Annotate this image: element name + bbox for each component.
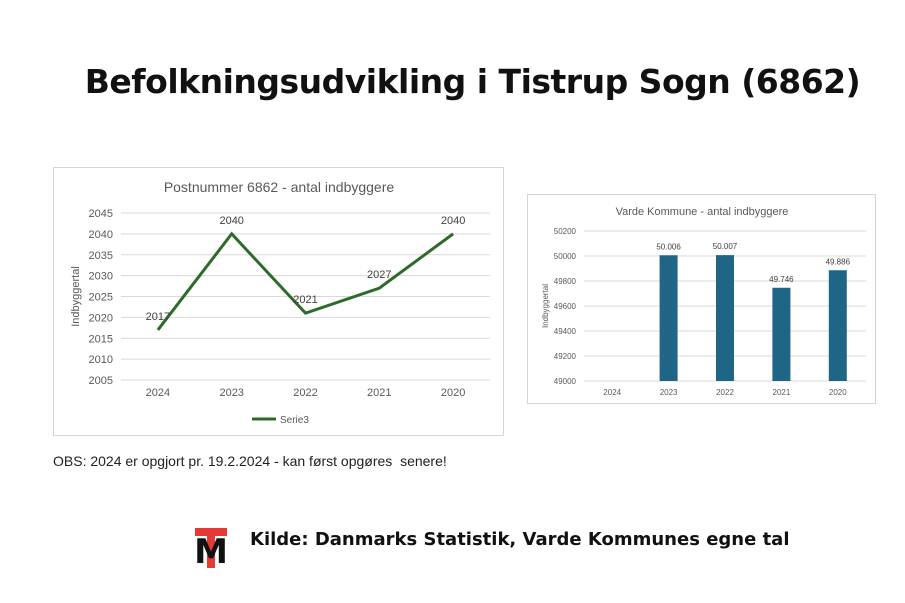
bar-x-tick-label: 2024 <box>603 388 621 397</box>
bar-x-tick-label: 2020 <box>829 388 847 397</box>
logo-t-stem <box>207 528 215 568</box>
bar-y-tick-label: 49600 <box>554 302 577 311</box>
bar-2023 <box>659 255 678 381</box>
line-y-tick-label: 2020 <box>89 312 113 324</box>
line-data-label: 2040 <box>219 215 243 227</box>
bar-2020 <box>828 270 847 381</box>
page-title: Befolkningsudvikling i Tistrup Sogn (686… <box>84 62 861 101</box>
line-x-tick-label: 2023 <box>219 387 243 399</box>
bar-chart-title: Varde Kommune - antal indbyggere <box>616 206 789 218</box>
line-y-tick-label: 2005 <box>89 375 113 387</box>
line-legend-label: Serie3 <box>280 415 309 426</box>
bar-y-tick-label: 49400 <box>554 327 577 336</box>
line-y-tick-label: 2025 <box>89 292 113 304</box>
bar-data-label: 50.007 <box>713 242 738 251</box>
bar-x-tick-label: 2023 <box>660 388 678 397</box>
bar-y-tick-label: 49000 <box>554 377 577 386</box>
bar-chart: Varde Kommune - antal indbyggere 49000 492… <box>541 206 866 397</box>
bar-x-tick-label: 2021 <box>773 388 791 397</box>
bar-x-tick-label: 2022 <box>716 388 734 397</box>
bar-y-tick-label: 50200 <box>554 227 577 236</box>
line-x-tick-label: 2024 <box>146 387 170 399</box>
line-y-tick-label: 2010 <box>89 354 113 366</box>
bar-data-label: 50.006 <box>656 242 681 251</box>
line-y-tick-label: 2030 <box>89 271 113 283</box>
logo: M <box>193 528 229 577</box>
bar-chart-panel: Varde Kommune - antal indbyggere 49000 492… <box>527 194 876 404</box>
line-chart: Postnummer 6862 - antal indbyggere 2005 20… <box>70 179 490 426</box>
line-chart-panel: Postnummer 6862 - antal indbyggere 2005 20… <box>53 167 504 436</box>
logo-m: M <box>194 532 228 570</box>
bar-data-label: 49.746 <box>769 275 794 284</box>
line-series-serie3 <box>156 231 454 331</box>
line-data-label: 2021 <box>293 294 317 306</box>
line-y-tick-label: 2015 <box>89 333 113 345</box>
bar-y-tick-label: 49200 <box>554 352 577 361</box>
bar-2021 <box>772 287 791 381</box>
line-x-tick-label: 2020 <box>441 387 465 399</box>
bar-y-tick-label: 50000 <box>554 252 577 261</box>
line-y-axis-label: Indbyggertal <box>70 266 82 327</box>
footnote: OBS: 2024 er opgjort pr. 19.2.2024 - kan… <box>53 453 447 469</box>
line-data-label: 2017 <box>146 311 170 323</box>
bar-2022 <box>716 255 734 381</box>
line-data-label: 2027 <box>367 269 391 281</box>
bar-y-axis-label: Indbyggertal <box>541 284 550 328</box>
line-y-tick-label: 2040 <box>89 229 113 241</box>
line-data-label: 2040 <box>441 215 465 227</box>
bar-y-tick-label: 49800 <box>554 277 577 286</box>
line-y-tick-label: 2045 <box>89 208 113 220</box>
source-text: Kilde: Danmarks Statistik, Varde Kommune… <box>250 529 790 550</box>
bar-data-label: 49.886 <box>826 257 851 266</box>
line-y-tick-label: 2035 <box>89 250 113 262</box>
line-x-tick-label: 2021 <box>367 387 391 399</box>
line-x-tick-label: 2022 <box>293 387 317 399</box>
line-chart-title: Postnummer 6862 - antal indbyggere <box>164 179 395 195</box>
